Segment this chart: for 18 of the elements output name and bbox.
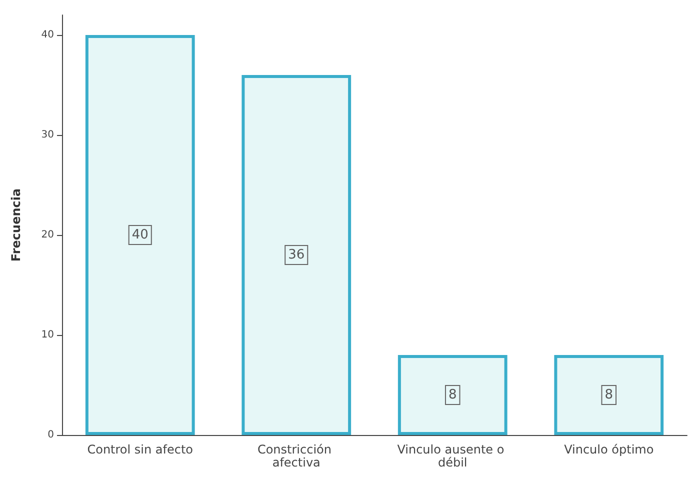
data-label: 40 (132, 228, 148, 242)
y-tick-label: 0 (48, 430, 54, 440)
bar (85, 35, 195, 435)
y-axis-title: Frecuencia (9, 188, 23, 262)
x-tick-label: Constricción afectiva (257, 442, 336, 470)
y-tick-label: 40 (41, 30, 54, 40)
x-tick-label: Vinculo óptimo (564, 442, 654, 456)
data-label: 8 (448, 388, 457, 402)
y-tick-label: 30 (41, 130, 54, 140)
bar (398, 355, 508, 435)
data-label: 8 (604, 388, 614, 402)
y-tick-label: 10 (41, 330, 54, 340)
x-tick-label: Vinculo ausente o débil (397, 442, 508, 470)
bar (242, 75, 352, 435)
y-tick-label: 20 (41, 230, 54, 240)
bar (554, 355, 664, 435)
data-label: 36 (288, 248, 305, 262)
x-tick-label: Control sin afecto (87, 442, 194, 456)
